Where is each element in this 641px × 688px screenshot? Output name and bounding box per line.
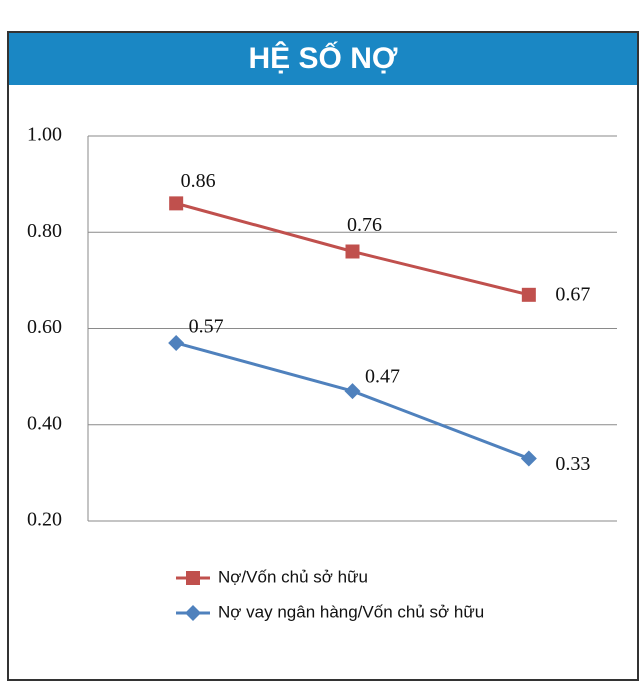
data-point <box>345 244 360 259</box>
data-label: 0.67 <box>555 283 590 305</box>
data-point <box>169 196 184 211</box>
data-point <box>344 383 361 400</box>
data-point <box>520 450 537 467</box>
data-label: 0.86 <box>181 170 216 192</box>
legend-label: Nợ vay ngân hàng/Vốn chủ sở hữu <box>218 602 484 621</box>
data-label: 0.47 <box>365 366 400 388</box>
data-point <box>168 334 185 351</box>
y-tick-label: 0.40 <box>27 412 62 434</box>
legend-label: Nợ/Vốn chủ sở hữu <box>218 567 368 586</box>
frame <box>7 31 639 681</box>
chart-title: HỆ SỐ NỢ <box>249 41 398 75</box>
data-label: 0.33 <box>555 453 590 475</box>
legend-marker <box>185 605 201 621</box>
data-point <box>521 287 536 302</box>
data-label: 0.76 <box>347 214 382 236</box>
y-tick-label: 0.80 <box>27 220 62 242</box>
y-tick-label: 1.00 <box>27 124 62 146</box>
data-label: 0.57 <box>189 316 224 338</box>
y-tick-label: 0.60 <box>27 316 62 338</box>
legend-marker <box>186 571 200 585</box>
y-tick-label: 0.20 <box>27 509 62 531</box>
title-bar <box>9 33 637 85</box>
